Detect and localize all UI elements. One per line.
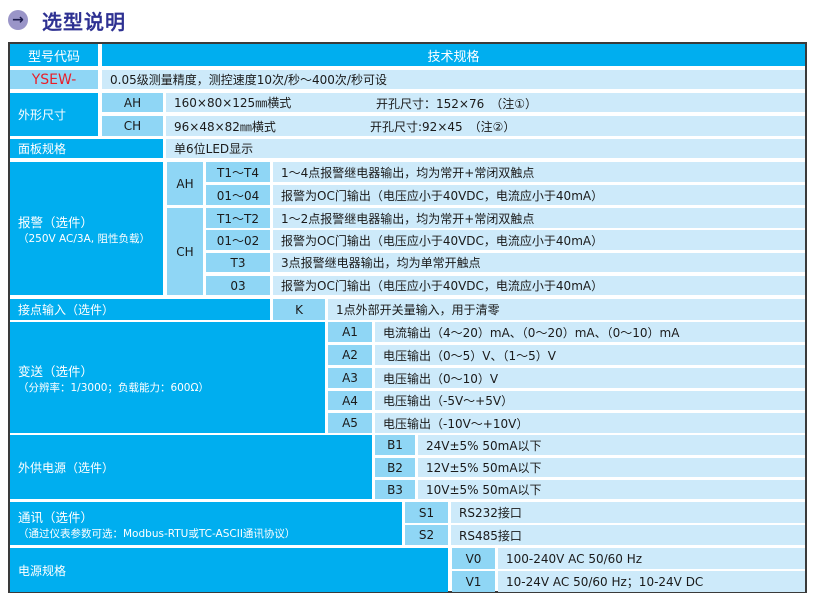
size-cutout: 开孔尺寸:92×45 （注②） bbox=[370, 119, 516, 134]
contact-code: K bbox=[273, 299, 325, 320]
comm-desc: RS485接口 bbox=[451, 525, 805, 545]
size-dim: 160×80×125㎜横式 bbox=[166, 93, 805, 112]
alarm-desc: 报警为OC门输出（电压应小于40VDC，电流应小于40mA） bbox=[273, 230, 805, 250]
size-code: AH bbox=[102, 93, 163, 112]
alarm-group-code: CH bbox=[167, 208, 203, 295]
comm-code: S1 bbox=[405, 502, 448, 523]
transmit-label-main: 变送（选件） bbox=[18, 363, 94, 379]
header-code-col: 型号代码 bbox=[10, 44, 98, 66]
alarm-group-code: AH bbox=[167, 162, 203, 205]
power-desc: 10-24V AC 50/60 Hz；10-24V DC bbox=[498, 571, 805, 592]
alarm-code: T1～T2 bbox=[206, 208, 270, 228]
alarm-code: 01～02 bbox=[206, 230, 270, 250]
header-spec-col: 技术规格 bbox=[102, 44, 805, 66]
transmit-code: A4 bbox=[328, 391, 372, 410]
alarm-code: T1～T4 bbox=[206, 162, 270, 182]
alarm-desc: 报警为OC门输出（电压应小于40VDC，电流应小于40mA） bbox=[273, 276, 805, 295]
supply-code: B1 bbox=[375, 435, 415, 455]
comm-label-main: 通讯（选件） bbox=[18, 509, 94, 525]
transmit-label-sub: （分辨率：1/3000；负载能力：600Ω） bbox=[18, 381, 210, 394]
supply-code: B3 bbox=[375, 480, 415, 499]
model-desc: 0.05级测量精度，测控速度10次/秒～400次/秒可设 bbox=[102, 70, 805, 89]
circle-arrow-right-icon: → bbox=[8, 10, 28, 30]
alarm-code: T3 bbox=[206, 253, 270, 272]
panel-label: 面板规格 bbox=[10, 139, 163, 158]
size-dim: 96×48×82㎜横式 bbox=[166, 116, 805, 136]
size-code: CH bbox=[102, 116, 163, 136]
transmit-desc: 电压输出（-10V～+10V） bbox=[375, 413, 805, 433]
comm-label: 通讯（选件） （通过仪表参数可选：Modbus-RTU或TC-ASCII通讯协议） bbox=[10, 502, 402, 545]
supply-desc: 12V±5% 50mA以下 bbox=[418, 458, 805, 477]
alarm-code: 01～04 bbox=[206, 185, 270, 205]
alarm-desc: 1～2点报警继电器输出，均为常开+常闭双触点 bbox=[273, 208, 805, 228]
selection-table: 型号代码 技术规格 YSEW- 0.05级测量精度，测控速度10次/秒～400次/秒可… bbox=[8, 42, 807, 593]
alarm-label-sub: （250V AC/3A, 阻性负载） bbox=[18, 232, 150, 245]
panel-desc: 单6位LED显示 bbox=[166, 139, 805, 158]
supply-label: 外供电源（选件） bbox=[10, 435, 372, 499]
contact-desc: 1点外部开关量输入，用于清零 bbox=[328, 299, 805, 320]
transmit-code: A2 bbox=[328, 345, 372, 365]
power-code: V0 bbox=[452, 548, 495, 569]
supply-code: B2 bbox=[375, 458, 415, 477]
transmit-label: 变送（选件） （分辨率：1/3000；负载能力：600Ω） bbox=[10, 322, 325, 433]
power-code: V1 bbox=[452, 571, 495, 592]
transmit-desc: 电流输出（4～20）mA、（0～20）mA、（0～10）mA bbox=[375, 322, 805, 342]
section-title-text: 选型说明 bbox=[42, 9, 126, 34]
transmit-desc: 电压输出（0～10）V bbox=[375, 368, 805, 388]
comm-code: S2 bbox=[405, 525, 448, 545]
transmit-desc: 电压输出（0～5）V、（1～5）V bbox=[375, 345, 805, 365]
comm-label-sub: （通过仪表参数可选：Modbus-RTU或TC-ASCII通讯协议） bbox=[18, 527, 296, 540]
transmit-code: A1 bbox=[328, 322, 372, 342]
alarm-desc: 报警为OC门输出（电压应小于40VDC，电流应小于40mA） bbox=[273, 185, 805, 205]
alarm-desc: 1～4点报警继电器输出，均为常开+常闭双触点 bbox=[273, 162, 805, 182]
transmit-code: A5 bbox=[328, 413, 372, 433]
alarm-code: 03 bbox=[206, 276, 270, 295]
contact-label: 接点输入（选件） bbox=[10, 299, 270, 320]
alarm-label: 报警（选件） （250V AC/3A, 阻性负载） bbox=[10, 162, 163, 295]
supply-desc: 24V±5% 50mA以下 bbox=[418, 435, 805, 455]
power-desc: 100-240V AC 50/60 Hz bbox=[498, 548, 805, 569]
section-title: → 选型说明 bbox=[8, 6, 126, 34]
model-code: YSEW- bbox=[10, 70, 98, 89]
transmit-desc: 电压输出（-5V～+5V） bbox=[375, 391, 805, 410]
supply-desc: 10V±5% 50mA以下 bbox=[418, 480, 805, 499]
power-label: 电源规格 bbox=[10, 548, 448, 592]
comm-desc: RS232接口 bbox=[451, 502, 805, 523]
alarm-desc: 3点报警继电器输出，均为单常开触点 bbox=[273, 253, 805, 272]
transmit-code: A3 bbox=[328, 368, 372, 388]
alarm-label-main: 报警（选件） bbox=[18, 214, 94, 230]
size-cutout: 开孔尺寸：152×76 （注①） bbox=[376, 96, 537, 111]
size-label: 外形尺寸 bbox=[10, 93, 98, 136]
